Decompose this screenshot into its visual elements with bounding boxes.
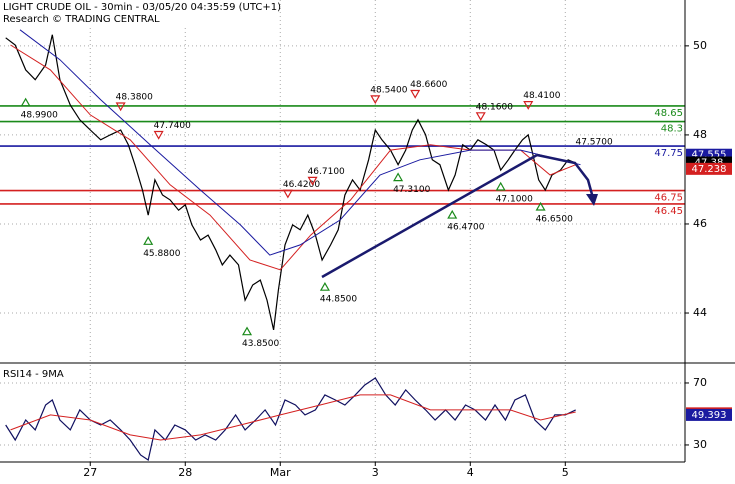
title-background <box>0 0 270 26</box>
x-tick-label: Mar <box>270 466 291 479</box>
price-tag-label: 49.393 <box>692 410 727 421</box>
level-label: 47.75 <box>654 148 683 159</box>
x-tick-label: 5 <box>562 466 569 479</box>
level-label: 46.45 <box>654 206 683 217</box>
x-tick-label: 3 <box>372 466 379 479</box>
price-annotation: 43.8500 <box>242 339 279 349</box>
series-line <box>5 377 576 461</box>
price-annotation: 46.6500 <box>536 215 573 225</box>
price-annotation: 47.7400 <box>154 121 191 131</box>
price-annotation: 45.8800 <box>143 249 180 259</box>
y-tick-label: 50 <box>693 39 707 52</box>
price-tag <box>686 162 732 175</box>
series-line <box>19 29 581 256</box>
high-marker <box>475 112 486 122</box>
low-marker <box>447 209 458 219</box>
low-marker <box>319 281 330 291</box>
high-marker <box>115 102 126 112</box>
trend-lines <box>321 153 598 279</box>
level-label: 48.65 <box>654 108 683 119</box>
price-annotation: 48.6600 <box>410 80 447 90</box>
x-tick-label: 27 <box>83 466 97 479</box>
price-annotation: 46.4200 <box>283 180 320 190</box>
price-annotation: 46.4700 <box>447 223 484 233</box>
price-tag <box>686 408 732 421</box>
x-tick-label: 4 <box>467 466 474 479</box>
series-line <box>5 34 576 331</box>
high-marker <box>282 189 293 199</box>
low-marker <box>393 172 404 182</box>
price-annotation: 48.1600 <box>476 102 513 112</box>
price-tag-label: 47.555 <box>692 150 727 161</box>
price-annotation: 44.8500 <box>320 295 357 305</box>
high-marker <box>307 176 318 186</box>
price-tag-label: 47.238 <box>692 164 727 175</box>
y-tick-label: 70 <box>693 376 707 389</box>
high-marker <box>153 130 164 140</box>
price-annotation: 48.9900 <box>21 110 58 120</box>
low-marker <box>143 236 154 245</box>
level-label: 48.3 <box>661 124 683 135</box>
price-annotation: 47.5700 <box>575 138 612 148</box>
high-marker <box>523 101 534 110</box>
panel-title: RSI14 - 9MA <box>3 369 64 380</box>
chart-subtitle: Research © TRADING CENTRAL <box>3 14 160 25</box>
high-marker <box>410 89 421 99</box>
price-annotation: 47.1000 <box>496 194 533 204</box>
low-marker <box>495 181 506 191</box>
y-tick-label: 44 <box>693 306 707 319</box>
x-tick-label: 28 <box>178 466 192 479</box>
price-annotation: 46.7100 <box>308 167 345 177</box>
price-annotation: 48.5400 <box>370 85 407 95</box>
series-line <box>10 394 576 441</box>
chart-title: LIGHT CRUDE OIL - 30min - 03/05/20 04:35… <box>3 2 281 13</box>
low-marker <box>241 326 253 336</box>
y-tick-label: 46 <box>693 217 707 230</box>
price-annotation: 48.3800 <box>116 92 153 102</box>
y-tick-label: 48 <box>693 128 707 141</box>
price-annotation: 47.3100 <box>393 185 430 195</box>
low-marker <box>20 97 31 107</box>
y-tick-label: 30 <box>693 438 707 451</box>
price-annotation: 48.4100 <box>523 91 560 101</box>
low-marker <box>535 201 546 211</box>
high-marker <box>370 95 381 105</box>
level-label: 46.75 <box>654 193 683 204</box>
